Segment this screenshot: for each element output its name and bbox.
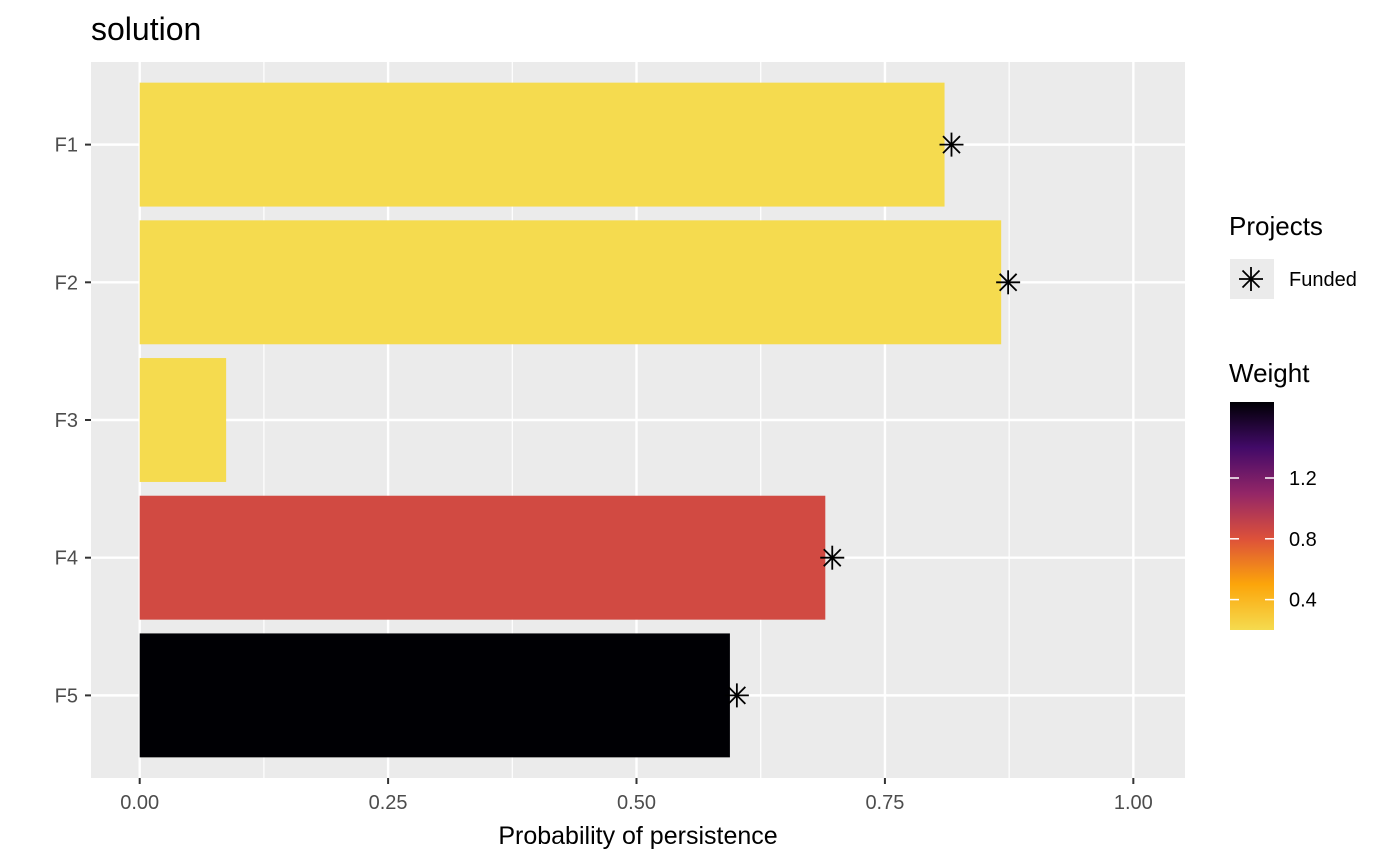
bar-f1 [139, 82, 945, 207]
bar-f4 [139, 495, 826, 620]
colorbar-tick-label: 0.4 [1289, 590, 1317, 612]
x-tick-label: 0.25 [369, 792, 408, 814]
x-axis-title: Probability of persistence [498, 822, 777, 850]
funded-marker-f2 [996, 270, 1021, 295]
bar-f2 [139, 220, 1002, 345]
funded-marker-f5 [724, 683, 749, 708]
asterisk-stroke [823, 548, 842, 567]
y-axis: F1 F2 F3 F4 F5 [55, 135, 91, 707]
bar-f3 [139, 358, 227, 482]
legend-asterisk [1239, 267, 1263, 291]
asterisk-stroke [942, 135, 961, 154]
colorbar-tick-label: 1.2 [1289, 468, 1317, 490]
asterisk-stroke [727, 686, 746, 705]
x-axis: 0.00 0.25 0.50 0.75 1.00 [120, 778, 1153, 814]
y-tick-label: F2 [55, 272, 78, 294]
chart-title: solution [91, 11, 201, 47]
y-tick-label: F1 [55, 135, 78, 157]
projects-legend: Projects Funded [1229, 211, 1357, 299]
bar-f5 [139, 633, 730, 758]
funded-marker-f1 [939, 132, 964, 157]
weight-colorbar [1230, 402, 1274, 630]
y-tick-label: F4 [55, 548, 78, 570]
y-tick-label: F3 [55, 410, 78, 432]
colorbar-tick-label: 0.8 [1289, 529, 1317, 551]
weight-colorbar-ticks: 0.4 0.8 1.2 [1230, 468, 1317, 612]
legend-label-funded: Funded [1289, 269, 1357, 291]
weight-legend-title: Weight [1229, 358, 1310, 388]
x-tick-label: 0.50 [617, 792, 656, 814]
projects-legend-title: Projects [1229, 211, 1323, 241]
asterisk-stroke [999, 273, 1018, 292]
x-tick-label: 0.00 [120, 792, 159, 814]
funded-marker-f4 [820, 545, 845, 570]
asterisk-icon [1239, 267, 1263, 291]
x-tick-label: 1.00 [1114, 792, 1153, 814]
asterisk-stroke [1241, 269, 1261, 289]
x-tick-label: 0.75 [865, 792, 904, 814]
weight-legend: Weight 0.4 0.8 1.2 [1229, 358, 1317, 630]
y-tick-label: F5 [55, 685, 78, 707]
funded-markers [724, 132, 1021, 708]
bars [139, 82, 1002, 758]
